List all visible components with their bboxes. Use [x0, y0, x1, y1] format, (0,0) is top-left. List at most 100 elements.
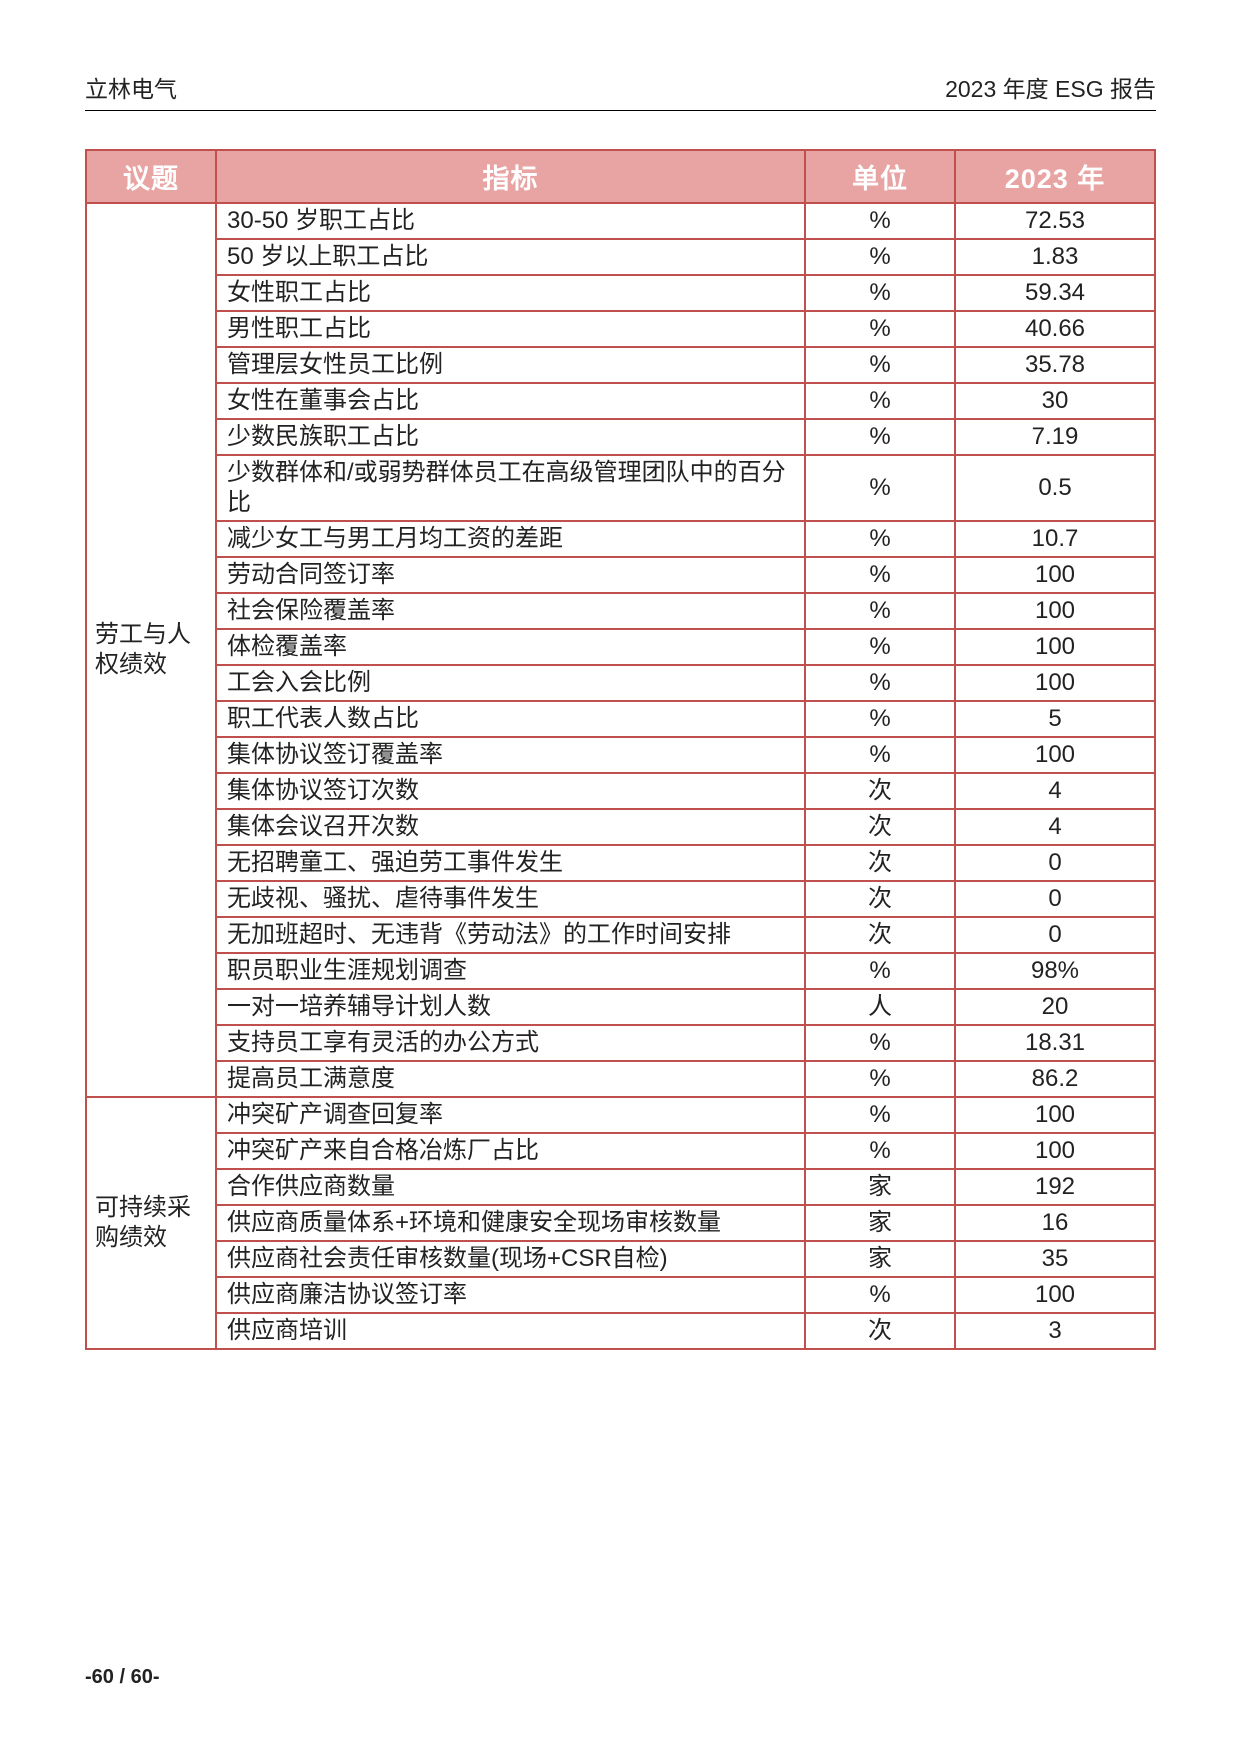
col-header-topic: 议题	[86, 150, 216, 203]
value-cell: 35	[955, 1241, 1155, 1277]
table-header-row: 议题 指标 单位 2023 年	[86, 150, 1155, 203]
col-header-indicator: 指标	[216, 150, 805, 203]
value-cell: 0	[955, 845, 1155, 881]
unit-cell: %	[805, 629, 955, 665]
indicator-cell: 少数民族职工占比	[216, 419, 805, 455]
value-cell: 100	[955, 557, 1155, 593]
report-title: 2023 年度 ESG 报告	[945, 70, 1156, 104]
indicator-cell: 男性职工占比	[216, 311, 805, 347]
page-number: -60 / 60-	[85, 1666, 159, 1689]
indicator-cell: 减少女工与男工月均工资的差距	[216, 521, 805, 557]
unit-cell: %	[805, 557, 955, 593]
unit-cell: %	[805, 665, 955, 701]
table-row: 少数民族职工占比%7.19	[86, 419, 1155, 455]
value-cell: 7.19	[955, 419, 1155, 455]
indicator-cell: 女性职工占比	[216, 275, 805, 311]
unit-cell: %	[805, 383, 955, 419]
value-cell: 100	[955, 665, 1155, 701]
value-cell: 100	[955, 1097, 1155, 1133]
table-row: 体检覆盖率%100	[86, 629, 1155, 665]
table-row: 供应商质量体系+环境和健康安全现场审核数量家16	[86, 1205, 1155, 1241]
value-cell: 98%	[955, 953, 1155, 989]
table-row: 无歧视、骚扰、虐待事件发生次0	[86, 881, 1155, 917]
table-row: 女性职工占比%59.34	[86, 275, 1155, 311]
value-cell: 40.66	[955, 311, 1155, 347]
value-cell: 72.53	[955, 203, 1155, 239]
unit-cell: 次	[805, 1313, 955, 1349]
unit-cell: 家	[805, 1169, 955, 1205]
indicator-cell: 供应商社会责任审核数量(现场+CSR自检)	[216, 1241, 805, 1277]
indicator-cell: 集体会议召开次数	[216, 809, 805, 845]
value-cell: 4	[955, 809, 1155, 845]
table-row: 无加班超时、无违背《劳动法》的工作时间安排次0	[86, 917, 1155, 953]
table-row: 女性在董事会占比%30	[86, 383, 1155, 419]
indicator-cell: 供应商廉洁协议签订率	[216, 1277, 805, 1313]
table-row: 支持员工享有灵活的办公方式%18.31	[86, 1025, 1155, 1061]
unit-cell: 人	[805, 989, 955, 1025]
table-row: 供应商培训次3	[86, 1313, 1155, 1349]
esg-table: 议题 指标 单位 2023 年 劳工与人权绩效30-50 岁职工占比%72.53…	[85, 149, 1156, 1350]
unit-cell: %	[805, 239, 955, 275]
table-row: 社会保险覆盖率%100	[86, 593, 1155, 629]
unit-cell: %	[805, 347, 955, 383]
indicator-cell: 管理层女性员工比例	[216, 347, 805, 383]
value-cell: 0.5	[955, 455, 1155, 521]
value-cell: 100	[955, 629, 1155, 665]
indicator-cell: 社会保险覆盖率	[216, 593, 805, 629]
indicator-cell: 无歧视、骚扰、虐待事件发生	[216, 881, 805, 917]
page-header: 立林电气 2023 年度 ESG 报告	[85, 70, 1156, 111]
table-row: 可持续采购绩效冲突矿产调查回复率%100	[86, 1097, 1155, 1133]
table-row: 一对一培养辅导计划人数人20	[86, 989, 1155, 1025]
unit-cell: 次	[805, 845, 955, 881]
table-row: 集体协议签订覆盖率%100	[86, 737, 1155, 773]
indicator-cell: 职工代表人数占比	[216, 701, 805, 737]
value-cell: 0	[955, 917, 1155, 953]
unit-cell: %	[805, 275, 955, 311]
unit-cell: %	[805, 1277, 955, 1313]
unit-cell: %	[805, 953, 955, 989]
indicator-cell: 支持员工享有灵活的办公方式	[216, 1025, 805, 1061]
table-row: 减少女工与男工月均工资的差距%10.7	[86, 521, 1155, 557]
col-header-unit: 单位	[805, 150, 955, 203]
indicator-cell: 集体协议签订次数	[216, 773, 805, 809]
unit-cell: 家	[805, 1205, 955, 1241]
value-cell: 35.78	[955, 347, 1155, 383]
indicator-cell: 冲突矿产来自合格冶炼厂占比	[216, 1133, 805, 1169]
value-cell: 100	[955, 593, 1155, 629]
indicator-cell: 提高员工满意度	[216, 1061, 805, 1097]
company-name: 立林电气	[85, 70, 177, 104]
unit-cell: 家	[805, 1241, 955, 1277]
unit-cell: %	[805, 1133, 955, 1169]
indicator-cell: 女性在董事会占比	[216, 383, 805, 419]
indicator-cell: 无加班超时、无违背《劳动法》的工作时间安排	[216, 917, 805, 953]
indicator-cell: 少数群体和/或弱势群体员工在高级管理团队中的百分比	[216, 455, 805, 521]
indicator-cell: 50 岁以上职工占比	[216, 239, 805, 275]
value-cell: 192	[955, 1169, 1155, 1205]
table-row: 管理层女性员工比例%35.78	[86, 347, 1155, 383]
value-cell: 59.34	[955, 275, 1155, 311]
unit-cell: %	[805, 419, 955, 455]
table-row: 男性职工占比%40.66	[86, 311, 1155, 347]
table-row: 供应商廉洁协议签订率%100	[86, 1277, 1155, 1313]
col-header-value: 2023 年	[955, 150, 1155, 203]
unit-cell: %	[805, 1061, 955, 1097]
indicator-cell: 工会入会比例	[216, 665, 805, 701]
unit-cell: 次	[805, 881, 955, 917]
value-cell: 3	[955, 1313, 1155, 1349]
indicator-cell: 一对一培养辅导计划人数	[216, 989, 805, 1025]
unit-cell: 次	[805, 917, 955, 953]
table-row: 集体协议签订次数次4	[86, 773, 1155, 809]
indicator-cell: 集体协议签订覆盖率	[216, 737, 805, 773]
table-row: 劳动合同签订率%100	[86, 557, 1155, 593]
unit-cell: %	[805, 455, 955, 521]
value-cell: 1.83	[955, 239, 1155, 275]
value-cell: 86.2	[955, 1061, 1155, 1097]
table-row: 提高员工满意度%86.2	[86, 1061, 1155, 1097]
value-cell: 5	[955, 701, 1155, 737]
unit-cell: %	[805, 521, 955, 557]
unit-cell: %	[805, 203, 955, 239]
table-row: 供应商社会责任审核数量(现场+CSR自检)家35	[86, 1241, 1155, 1277]
indicator-cell: 无招聘童工、强迫劳工事件发生	[216, 845, 805, 881]
table-row: 劳工与人权绩效30-50 岁职工占比%72.53	[86, 203, 1155, 239]
table-row: 工会入会比例%100	[86, 665, 1155, 701]
